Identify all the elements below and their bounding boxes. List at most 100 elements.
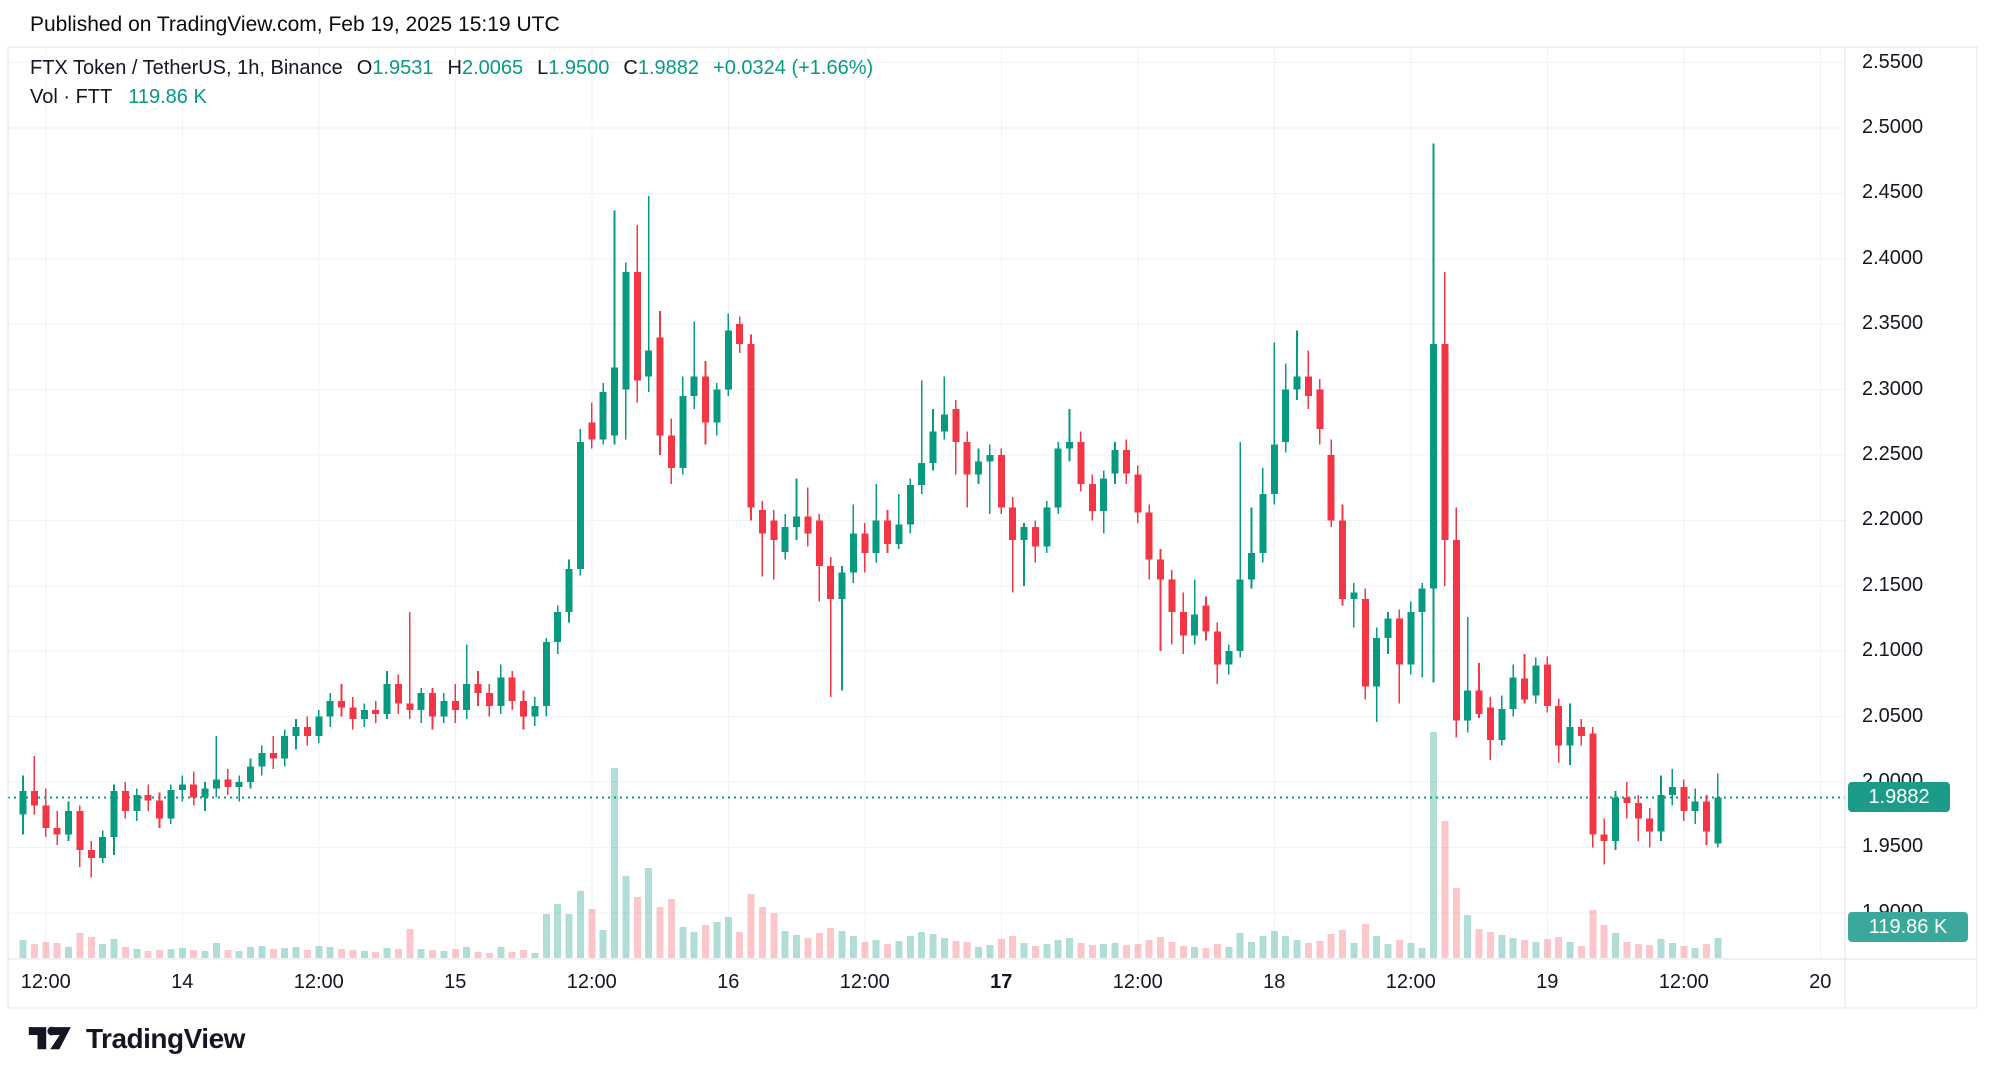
price-axis-label: 2.3500 — [1862, 312, 1924, 335]
volume-bar — [76, 933, 84, 958]
volume-bar — [645, 868, 653, 958]
volume-bar — [326, 947, 334, 958]
volume-bar — [224, 950, 232, 958]
volume-value: 119.86 K — [128, 86, 207, 108]
time-axis-label: 12:00 — [1112, 971, 1163, 993]
candle-body — [1407, 611, 1415, 665]
volume-bar — [53, 943, 61, 958]
volume-bar — [1612, 933, 1619, 958]
volume-bar — [1339, 930, 1346, 958]
volume-bar — [1236, 933, 1244, 958]
candle-body — [849, 533, 857, 573]
volume-bar — [417, 949, 425, 958]
volume-bar — [1213, 944, 1221, 958]
volume-bar — [1634, 944, 1642, 958]
time-axis-label: 12:00 — [566, 971, 617, 993]
candle-body — [224, 779, 232, 788]
volume-bar — [1521, 940, 1528, 958]
volume-bar — [1418, 948, 1426, 958]
candle-body — [1657, 795, 1665, 832]
candle-body — [360, 710, 368, 720]
candle-body — [1566, 727, 1574, 746]
candle-body — [906, 485, 914, 525]
price-axis-label: 1.9500 — [1862, 835, 1924, 858]
volume-bar — [178, 948, 186, 958]
candle-body — [497, 677, 505, 707]
volume-label: Vol · FTT — [30, 86, 113, 108]
candle-body — [1441, 343, 1449, 541]
volume-bar — [406, 929, 414, 958]
candle-body — [1122, 449, 1130, 474]
candle-body — [1043, 507, 1051, 547]
candle-body — [110, 791, 118, 837]
volume-bar — [1577, 946, 1585, 958]
volume-bar — [1304, 943, 1312, 958]
candle-body — [645, 350, 653, 377]
candle-body — [611, 367, 618, 436]
candle-body — [1430, 343, 1437, 589]
volume-bar — [474, 952, 482, 958]
volume-bar — [611, 768, 618, 958]
time-axis-label: 14 — [171, 971, 194, 993]
volume-bar — [315, 946, 323, 958]
volume-bar — [1259, 936, 1267, 958]
candle-body — [1270, 444, 1278, 495]
volume-bar — [1498, 935, 1506, 958]
candle-body — [156, 800, 163, 819]
candle-body — [1680, 787, 1688, 811]
published-caption: Published on TradingView.com, Feb 19, 20… — [30, 13, 560, 36]
volume-bar — [1122, 945, 1130, 958]
candle-body — [269, 753, 277, 759]
volume-bar — [906, 936, 914, 958]
volume-bar — [815, 933, 823, 958]
volume-bar — [1282, 936, 1290, 958]
candle-body — [940, 414, 948, 432]
candle-body — [747, 343, 755, 508]
candle-body — [1646, 818, 1654, 832]
volume-bar — [360, 951, 368, 958]
volume-bar — [997, 939, 1005, 958]
volume-bar — [338, 949, 345, 958]
volume-bar — [440, 951, 448, 958]
volume-bar — [952, 941, 960, 958]
volume-bar — [1316, 941, 1324, 958]
candle-body — [724, 330, 732, 390]
candle-body — [394, 683, 402, 704]
volume-bar — [1100, 944, 1108, 958]
candle-body — [1464, 690, 1472, 721]
candle-body — [1361, 598, 1369, 687]
candle-body — [463, 683, 471, 711]
candle-body — [1532, 665, 1540, 696]
candle-body — [770, 520, 778, 541]
volume-bar — [508, 952, 516, 958]
candle-body — [326, 700, 334, 717]
candle-body — [372, 710, 380, 714]
candle-body — [542, 642, 550, 707]
volume-bar — [110, 939, 118, 958]
candle-body — [1282, 389, 1290, 442]
candle-body — [1145, 512, 1153, 560]
volume-bar — [292, 947, 300, 958]
candle-body — [1054, 448, 1062, 508]
candle-body — [383, 683, 391, 714]
volume-bar — [133, 949, 141, 958]
volume-bar — [633, 897, 641, 958]
candle-body — [1395, 618, 1403, 665]
volume-bar — [838, 931, 846, 958]
price-axis-label: 2.1000 — [1862, 639, 1924, 662]
candle-body — [190, 784, 198, 798]
candle-body — [30, 791, 38, 806]
candle-body — [1168, 579, 1176, 612]
volume-bar — [940, 938, 948, 958]
candle-body — [690, 376, 698, 397]
ohlc-close: C1.9882 — [623, 57, 700, 79]
tradingview-logo[interactable]: TradingView — [28, 1022, 245, 1056]
candle-body — [1100, 478, 1108, 512]
chart-legend: FTX Token / TetherUS, 1h, Binance O1.953… — [30, 57, 873, 80]
candle-body — [235, 782, 243, 788]
volume-bar — [372, 952, 380, 958]
last-volume-badge: 119.86 K — [1848, 912, 1968, 942]
time-axis-label: 16 — [717, 971, 740, 993]
volume-bar — [485, 953, 493, 958]
